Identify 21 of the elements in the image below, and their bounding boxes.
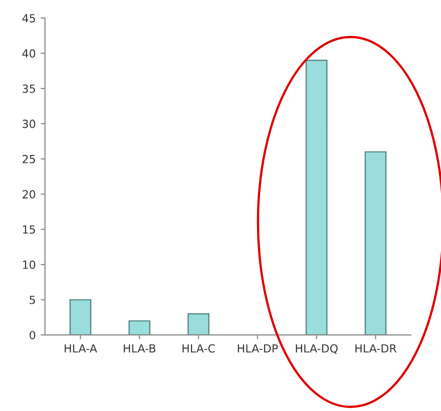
x-tick-label: HLA-DR (355, 344, 396, 352)
bar (128, 320, 150, 335)
x-tick-label: HLA-B (124, 344, 156, 352)
bar (70, 299, 92, 335)
x-tick-label: HLA-A (64, 344, 98, 352)
bar (188, 313, 210, 335)
bar (306, 60, 328, 335)
bar (364, 151, 386, 335)
x-tick-label: HLA-DP (238, 344, 278, 352)
y-tick-label: 0 (30, 330, 36, 340)
x-tick-label: HLA-C (182, 344, 215, 353)
y-tick-label: 25 (22, 154, 35, 164)
y-tick-label: 35 (22, 84, 35, 93)
x-tick-label: HLA-DQ (296, 344, 338, 354)
y-tick-label: 40 (22, 49, 36, 58)
y-tick-label: 5 (30, 296, 35, 304)
y-tick-label: 45 (22, 14, 35, 22)
y-tick-label: 20 (22, 190, 36, 199)
y-tick-label: 15 (23, 225, 35, 234)
y-tick-label: 30 (22, 120, 36, 128)
y-tick-label: 10 (23, 260, 36, 269)
